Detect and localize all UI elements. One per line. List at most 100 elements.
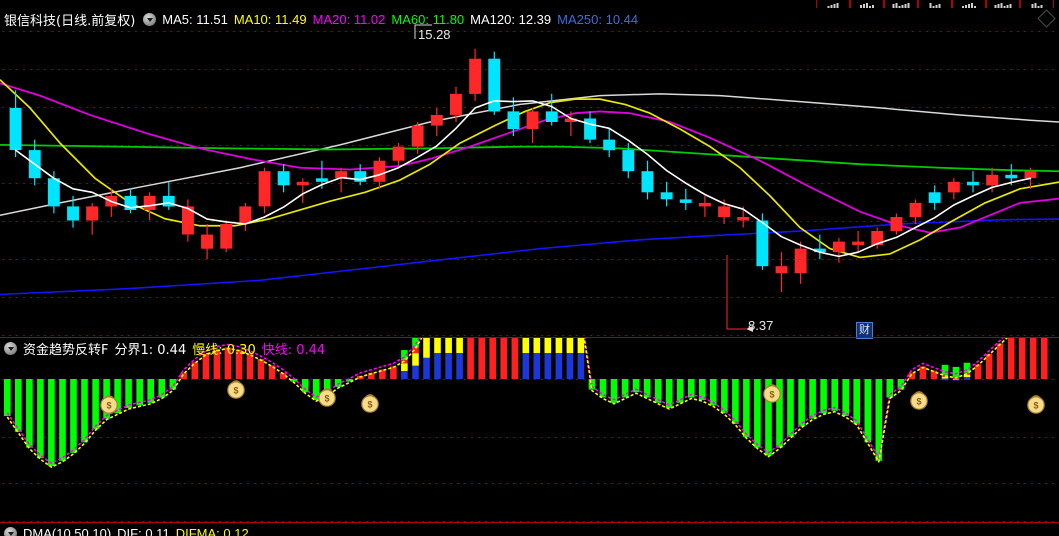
gridline-dot: [653, 521, 655, 522]
histogram-bar-yellow: [522, 338, 530, 353]
gridline-dot: [653, 259, 655, 260]
gridline-dot: [625, 107, 627, 108]
gridline-dot: [464, 145, 466, 146]
gridline-dot: [527, 107, 529, 108]
gridline-dot: [436, 69, 438, 70]
gridline-dot: [1024, 335, 1026, 336]
gridline-dot: [338, 221, 340, 222]
gridline-dot: [660, 437, 662, 438]
gridline-dot: [16, 31, 18, 32]
gridline-dot: [506, 259, 508, 260]
gridline-dot: [744, 69, 746, 70]
toolbar-cell-5[interactable]: [952, 0, 986, 8]
gridline-dot: [751, 335, 753, 336]
gridline-dot: [184, 335, 186, 336]
gridline-dot: [541, 335, 543, 336]
gridline-dot: [891, 69, 893, 70]
gridline-dot: [387, 335, 389, 336]
gridline-dot: [961, 297, 963, 298]
candle-body-up: [775, 266, 788, 274]
gridline-dot: [44, 183, 46, 184]
gridline-dot: [744, 107, 746, 108]
gridline-dot: [338, 31, 340, 32]
gridline-dot: [667, 297, 669, 298]
gridline-dot: [352, 145, 354, 146]
gridline-dot: [940, 69, 942, 70]
toolbar-cell-4[interactable]: [918, 0, 952, 8]
gridline-dot: [2, 297, 4, 298]
gridline-dot: [828, 379, 830, 380]
gridline-dot: [135, 31, 137, 32]
gridline-dot: [310, 107, 312, 108]
gridline-dot: [947, 107, 949, 108]
gridline-dot: [107, 69, 109, 70]
gridline-dot: [233, 221, 235, 222]
gridline-dot: [828, 483, 830, 484]
histogram-bar-green: [136, 379, 143, 406]
gridline-dot: [184, 31, 186, 32]
gridline-dot: [135, 183, 137, 184]
gridline-dot: [506, 297, 508, 298]
gridline-dot: [576, 221, 578, 222]
gridline-dot: [835, 183, 837, 184]
gridline-dot: [1024, 31, 1026, 32]
main-price-panel: 银信科技(日线.前复权) MA5: 11.51 MA10: 11.49 MA20…: [0, 9, 1059, 339]
histogram-bar-green: [688, 379, 695, 398]
gridline-dot: [1031, 335, 1033, 336]
gridline-dot: [387, 145, 389, 146]
gridline-dot: [590, 31, 592, 32]
gridline-dot: [345, 107, 347, 108]
gridline-dot: [807, 335, 809, 336]
candle-wick: [340, 167, 342, 193]
gridline-dot: [9, 107, 11, 108]
gridline-dot: [674, 335, 676, 336]
gridline-dot: [527, 31, 529, 32]
candle-wick: [551, 93, 553, 126]
gridline-dot: [583, 437, 585, 438]
gridline-dot: [415, 31, 417, 32]
gridline-dot: [198, 483, 200, 484]
gridline-dot: [548, 521, 550, 522]
gridline-dot: [1038, 69, 1040, 70]
chevron-down-circle-icon[interactable]: [4, 341, 17, 355]
gridline-dot: [982, 335, 984, 336]
gridline-dot: [779, 107, 781, 108]
gridline-dot: [660, 259, 662, 260]
difma-label: DIFMA:: [175, 525, 220, 536]
gridline-dot: [534, 69, 536, 70]
toolbar-cell-2[interactable]: [850, 0, 884, 8]
gridline-dot: [233, 31, 235, 32]
gridline-dot: [646, 69, 648, 70]
histogram-bar-green: [831, 379, 838, 411]
toolbar-cell-6[interactable]: [986, 0, 1020, 8]
gridline-dot: [695, 483, 697, 484]
gridline-dot: [450, 297, 452, 298]
gridline-dot: [107, 107, 109, 108]
gridline-dot: [352, 437, 354, 438]
gridline-dot: [1003, 297, 1005, 298]
toolbar-cell-7[interactable]: [1020, 0, 1054, 8]
toolbar-cell-3[interactable]: [884, 0, 918, 8]
gridline-dot: [359, 437, 361, 438]
chevron-down-circle-icon[interactable]: [143, 12, 157, 26]
gridline-dot: [590, 69, 592, 70]
gridline-dot: [751, 483, 753, 484]
gridline-dot: [933, 107, 935, 108]
toolbar-cell-1[interactable]: [816, 0, 850, 8]
gridline-dot: [513, 31, 515, 32]
gridline-dot: [324, 521, 326, 522]
chevron-down-circle-icon[interactable]: [4, 526, 17, 536]
gridline-dot: [828, 297, 830, 298]
gridline-dot: [408, 221, 410, 222]
gridline-dot: [779, 145, 781, 146]
gridline-dot: [107, 483, 109, 484]
gridline-dot: [758, 69, 760, 70]
gridline-dot: [723, 437, 725, 438]
gridline-dot: [443, 221, 445, 222]
price-plot[interactable]: [0, 9, 1059, 337]
gridline-dot: [205, 107, 207, 108]
indicator-plot[interactable]: $ $ $ $ $ $ $: [0, 338, 1059, 522]
gridline-dot: [415, 335, 417, 336]
gridline-dot: [625, 483, 627, 484]
gridline-dot: [772, 483, 774, 484]
